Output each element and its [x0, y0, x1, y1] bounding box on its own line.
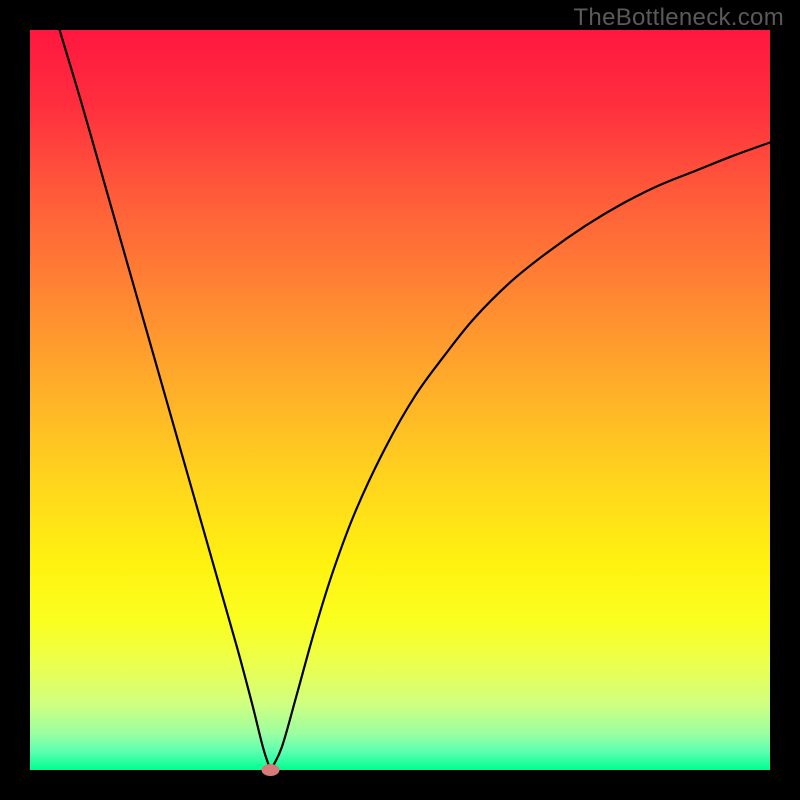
chart-container: TheBottleneck.com: [0, 0, 800, 800]
watermark-text: TheBottleneck.com: [573, 4, 784, 32]
chart-wrapper: [0, 0, 800, 800]
bottleneck-chart: [0, 0, 800, 800]
